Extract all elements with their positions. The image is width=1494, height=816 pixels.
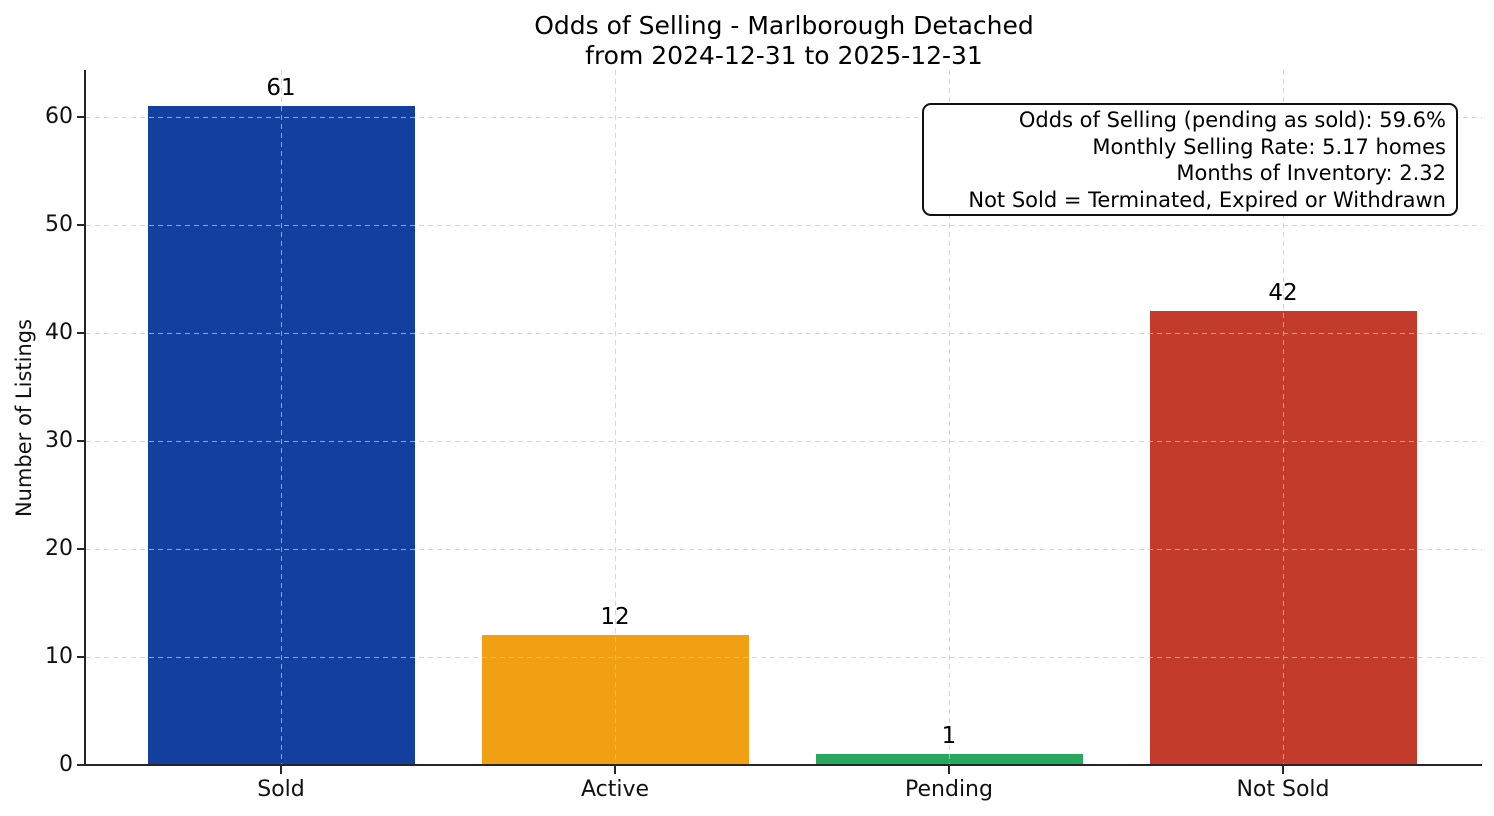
y-tick-10 [77, 656, 85, 658]
chart-title-block: Odds of Selling - Marlborough Detached f… [334, 11, 1234, 71]
gridline-horizontal-10 [86, 656, 1482, 658]
x-tick-label-pending: Pending [905, 777, 993, 802]
x-axis-spine [84, 764, 1482, 766]
bar-value-not-sold: 42 [1268, 280, 1298, 307]
y-tick-40 [77, 332, 85, 334]
stats-annotation-box: Odds of Selling (pending as sold): 59.6%… [922, 103, 1458, 216]
y-tick-0 [77, 764, 85, 766]
gridline-horizontal-60 [86, 116, 1482, 118]
y-tick-label-50: 50 [45, 212, 73, 237]
gridline-vertical-pending [949, 70, 950, 765]
gridline-horizontal-50 [86, 224, 1482, 226]
x-tick-label-not-sold: Not Sold [1236, 777, 1330, 802]
annotation-odds-of-selling: Odds of Selling (pending as sold): 59.6% [1018, 108, 1446, 132]
y-tick-label-40: 40 [45, 320, 73, 345]
gridline-horizontal-20 [86, 548, 1482, 550]
y-tick-label-60: 60 [45, 104, 73, 129]
chart-title: Odds of Selling - Marlborough Detached [534, 11, 1034, 40]
x-tick-active [614, 766, 616, 774]
y-tick-label-10: 10 [45, 644, 73, 669]
chart-subtitle: from 2024-12-31 to 2025-12-31 [585, 41, 983, 70]
gridline-vertical-sold [281, 70, 282, 765]
bar-value-pending: 1 [941, 723, 957, 750]
x-tick-not-sold [1282, 766, 1284, 774]
y-axis-spine [84, 70, 86, 766]
x-tick-label-sold: Sold [257, 777, 305, 802]
y-tick-label-0: 0 [59, 752, 73, 777]
y-tick-label-20: 20 [45, 536, 73, 561]
x-tick-sold [280, 766, 282, 774]
bar-value-active: 12 [600, 604, 630, 631]
gridline-horizontal-40 [86, 332, 1482, 334]
annotation-not-sold-definition: Not Sold = Terminated, Expired or Withdr… [968, 187, 1446, 212]
y-tick-label-30: 30 [45, 428, 73, 453]
y-tick-20 [77, 548, 85, 550]
annotation-monthly-selling-rate: Monthly Selling Rate: 5.17 homes [1092, 134, 1446, 159]
gridline-vertical-active [615, 70, 616, 765]
y-tick-50 [77, 224, 85, 226]
y-tick-30 [77, 440, 85, 442]
x-tick-pending [948, 766, 950, 774]
y-axis-label: Number of Listings [12, 318, 36, 518]
y-tick-60 [77, 116, 85, 118]
gridline-vertical-not-sold [1283, 70, 1284, 765]
x-tick-label-active: Active [580, 777, 650, 802]
bar-value-sold: 61 [266, 75, 296, 102]
annotation-months-of-inventory: Months of Inventory: 2.32 [1176, 161, 1446, 185]
gridline-horizontal-30 [86, 440, 1482, 442]
